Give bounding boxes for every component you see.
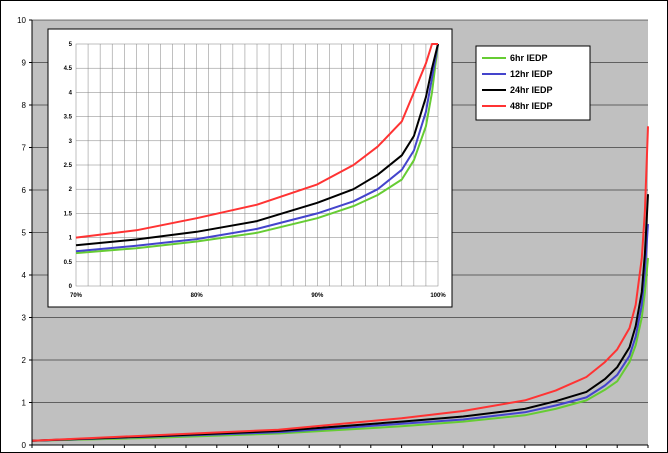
inset-series-line [75,43,439,247]
inset-x-tick-labels: 70% 80% 90% 100% [70,293,446,299]
inset-y-tick-label: 1.5 [64,211,73,217]
inset-series-lines [75,43,439,255]
legend-entry: 24hr IEDP [510,85,553,95]
inset-x-tick-label: 90% [311,293,324,299]
inset-x-tick-label: 70% [70,293,83,299]
inset-y-tick-label: 0.5 [64,260,73,266]
main-y-tick-label: 2 [22,356,27,365]
main-y-tick-labels: 0 1 2 3 4 5 6 7 8 9 10 [17,16,26,450]
inset-series-line [75,43,439,253]
main-y-tick-label: 3 [22,314,27,323]
main-y-tick-label: 9 [22,59,27,68]
main-y-tick-label: 5 [22,229,27,238]
main-y-tick-label: 4 [22,271,27,280]
legend: 6hr IEDP 12hr IEDP 24hr IEDP 48hr IEDP [475,45,591,121]
main-series-line [31,194,649,442]
inset-y-tick-label: 0 [69,284,73,290]
main-series-lines [31,126,649,442]
main-y-tick-label: 10 [17,16,26,25]
inset-y-tick-label: 4 [69,90,73,96]
main-y-tick-label: 6 [22,186,27,195]
main-y-tick-label: 1 [22,399,27,408]
inset-x-tick-label: 80% [191,293,204,299]
inset-y-tick-labels: 0 0.5 1 1.5 2 2.5 3 3.5 4 4.5 5 [64,42,73,290]
inset-y-tick-label: 2.5 [64,163,73,169]
inset-y-tick-label: 5 [69,42,73,48]
inset-x-tick-label: 100% [430,293,446,299]
inset-y-tick-label: 1 [69,236,73,242]
inset-y-tick-label: 3 [69,139,73,145]
legend-entry: 48hr IEDP [510,101,553,111]
legend-entry: 6hr IEDP [510,53,548,63]
inset-y-tick-label: 2 [69,187,73,193]
inset-series-line [75,43,438,239]
inset-series-line [75,43,439,255]
inset-y-tick-label: 3.5 [64,115,73,121]
legend-entry: 12hr IEDP [510,69,553,79]
main-y-tick-label: 8 [22,101,27,110]
main-y-tick-label: 0 [22,441,27,450]
inset-y-tick-label: 4.5 [64,66,73,72]
main-series-line [31,223,649,442]
main-series-line [31,126,649,442]
main-y-tick-label: 7 [22,144,27,153]
inset-chart: 0 0.5 1 1.5 2 2.5 3 3.5 4 4.5 5 70% 80% 90% 100% [47,28,453,308]
main-series-line [31,257,649,442]
